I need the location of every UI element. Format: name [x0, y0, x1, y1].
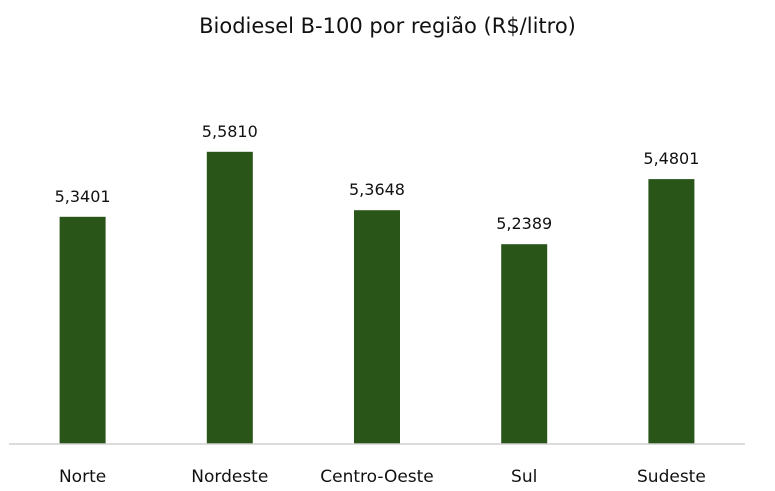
bar-nordeste [206, 151, 253, 445]
bar-sul [501, 244, 548, 444]
data-labels-layer: 5,3401 5,5810 5,3648 5,2389 5,4801 [55, 122, 700, 233]
x-tick-label-centro-oeste: Centro-Oeste [320, 467, 434, 487]
bar-sudeste [648, 179, 695, 444]
x-tick-label-norte: Norte [59, 467, 106, 487]
bar-norte [59, 216, 106, 444]
chart-title: Biodiesel B-100 por região (R$/litro) [199, 14, 576, 38]
x-tick-label-sul: Sul [511, 467, 537, 487]
x-tick-label-nordeste: Nordeste [191, 467, 268, 487]
bar-centro-oeste [354, 210, 400, 444]
data-label-sudeste: 5,4801 [643, 149, 699, 168]
bars-layer [59, 151, 695, 445]
data-label-centro-oeste: 5,3648 [349, 180, 405, 199]
data-label-norte: 5,3401 [55, 187, 111, 206]
x-tick-label-sudeste: Sudeste [637, 467, 706, 487]
data-label-nordeste: 5,5810 [202, 122, 258, 141]
x-tick-labels-layer: Norte Nordeste Centro-Oeste Sul Sudeste [59, 467, 706, 487]
data-label-sul: 5,2389 [496, 214, 552, 233]
